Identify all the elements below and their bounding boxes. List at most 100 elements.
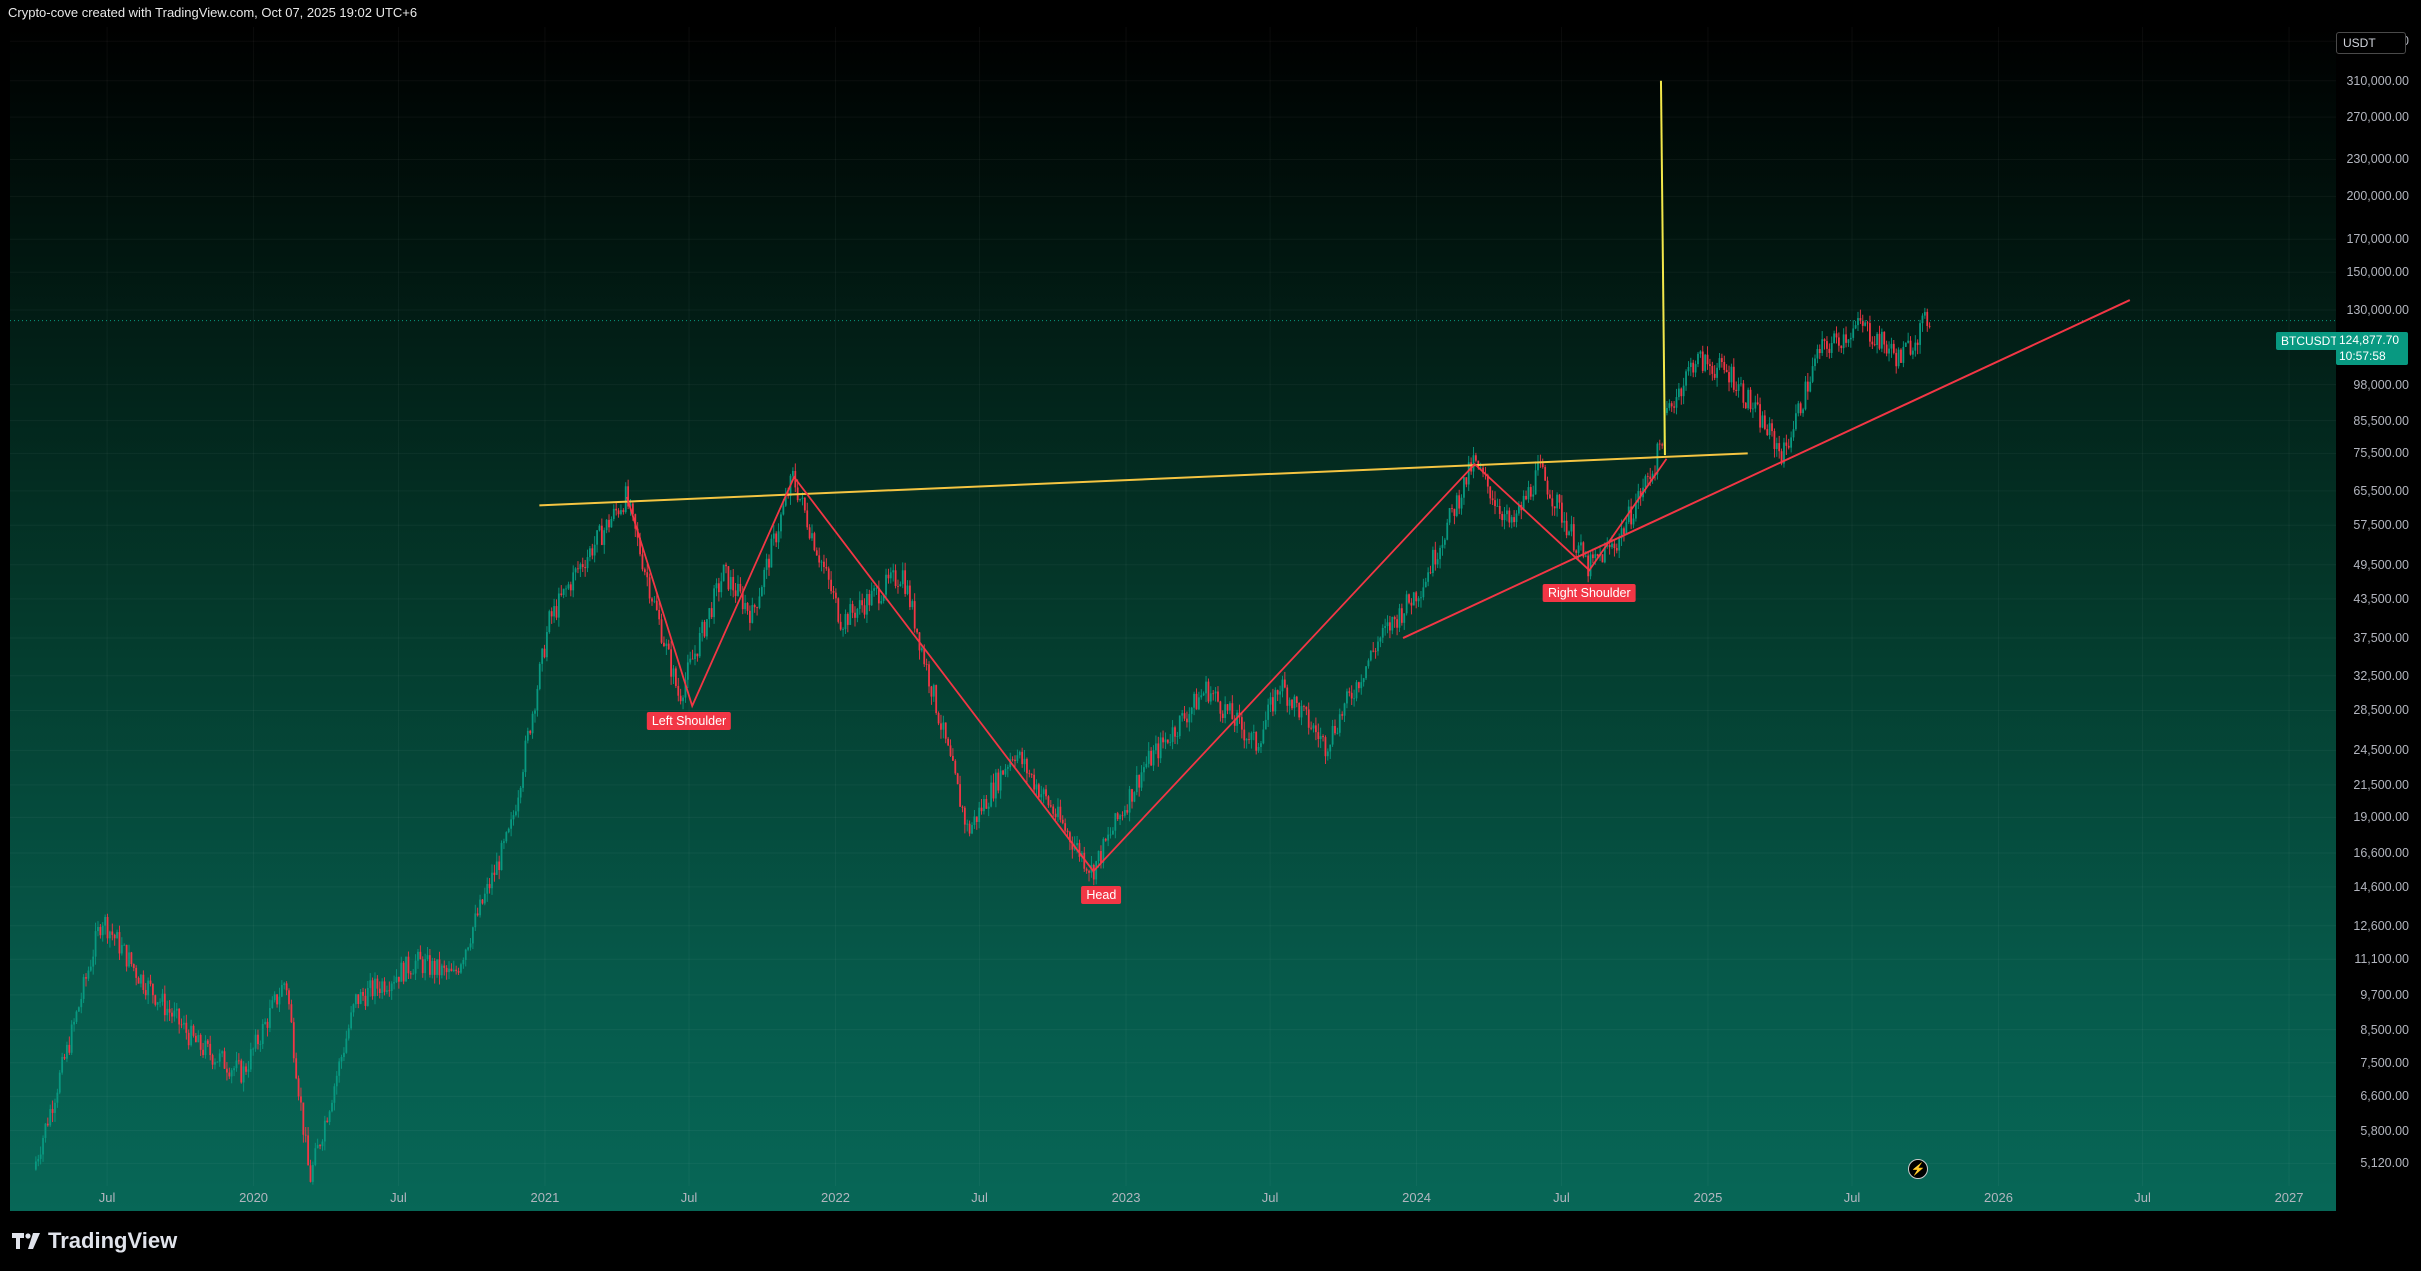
- currency-selector[interactable]: USDT: [2336, 32, 2406, 54]
- pattern-label[interactable]: Left Shoulder: [646, 711, 732, 730]
- candle-body: [56, 1092, 59, 1103]
- candle-body: [118, 932, 121, 954]
- candle-body: [1697, 353, 1699, 365]
- candle-body: [1159, 737, 1162, 759]
- candle-body: [1666, 407, 1668, 413]
- candle-body: [1458, 495, 1461, 509]
- candle-body: [1353, 698, 1356, 700]
- candle-body: [304, 1134, 307, 1136]
- candle-body: [1412, 592, 1415, 606]
- candle-body: [1670, 403, 1673, 407]
- candle-body: [1883, 331, 1886, 345]
- candle-body: [1367, 660, 1370, 667]
- candle-body: [1197, 697, 1200, 710]
- candle-body: [80, 998, 83, 1008]
- price-tick-label: 200,000.00: [2346, 189, 2409, 204]
- candle-body: [1544, 467, 1547, 481]
- candle-body: [1771, 423, 1773, 432]
- candle-body: [1250, 732, 1253, 740]
- candle-body: [326, 1120, 329, 1123]
- candle-body: [1489, 486, 1492, 499]
- pattern-label[interactable]: Head: [1081, 885, 1122, 904]
- candle-body: [123, 944, 126, 946]
- candle-body: [1742, 383, 1745, 403]
- candle-body: [414, 960, 417, 974]
- candle-body: [1226, 704, 1229, 711]
- candle-body: [209, 1043, 212, 1056]
- candle-body: [531, 713, 534, 734]
- candle-body: [1152, 750, 1155, 766]
- candle-body: [944, 722, 947, 739]
- candle-body: [354, 994, 357, 1005]
- candle-body: [73, 1021, 75, 1025]
- candle-body: [679, 695, 682, 702]
- candle-body: [1100, 851, 1102, 863]
- candle-body: [1420, 597, 1422, 599]
- candle-body: [880, 601, 883, 604]
- candle-body: [717, 583, 720, 593]
- tradingview-logo[interactable]: TradingView: [12, 1228, 177, 1254]
- candle-body: [321, 1141, 324, 1147]
- candle-body: [1849, 337, 1852, 340]
- candle-body: [1085, 868, 1088, 871]
- candle-body: [1262, 729, 1265, 744]
- time-tick-label: Jul: [98, 1190, 116, 1205]
- candle-body: [851, 604, 854, 613]
- candle-body: [1186, 718, 1188, 723]
- candle-body: [538, 663, 541, 689]
- candle-body: [216, 1061, 219, 1063]
- candle-body: [562, 588, 565, 595]
- candle-body: [966, 823, 969, 825]
- candle-body: [1281, 679, 1284, 692]
- candle-body: [992, 782, 995, 799]
- price-axis[interactable]: 360,000.00310,000.00270,000.00230,000.00…: [2336, 27, 2421, 1211]
- candle-body: [106, 916, 109, 939]
- chart-plot-area[interactable]: Left Shoulder Head Right Shoulder: [10, 27, 2336, 1211]
- candle-body: [1176, 736, 1179, 737]
- time-tick-label: Jul: [1553, 1190, 1570, 1205]
- candle-body: [230, 1070, 233, 1077]
- candle-body: [343, 1052, 345, 1058]
- candle-body: [1919, 323, 1921, 345]
- candle-body: [646, 572, 649, 578]
- candle-body: [1491, 498, 1494, 501]
- candle-body: [1923, 311, 1926, 316]
- candle-body: [665, 643, 668, 647]
- candle-body: [309, 1165, 312, 1182]
- pattern-label[interactable]: Right Shoulder: [1542, 584, 1636, 603]
- candle-body: [44, 1123, 47, 1138]
- candle-body: [455, 969, 458, 972]
- candle-body: [1143, 767, 1145, 773]
- candle-body: [1474, 455, 1477, 461]
- candle-body: [682, 697, 684, 702]
- candle-body: [140, 974, 142, 984]
- time-tick-label: 2027: [2274, 1190, 2304, 1205]
- candle-body: [1439, 547, 1441, 560]
- lightning-icon[interactable]: ⚡: [1908, 1159, 1928, 1179]
- time-axis[interactable]: Jul 2020 Jul 2021 Jul 2022 Jul 2023 Jul 2024 Jul 20…: [10, 1186, 2336, 1211]
- candle-body: [259, 1044, 262, 1045]
- candle-body: [1381, 627, 1384, 638]
- candle-body: [541, 648, 544, 664]
- candle-body: [1295, 696, 1298, 703]
- candle-body: [1154, 743, 1157, 751]
- candle-body: [777, 531, 780, 543]
- candle-body: [166, 1008, 169, 1016]
- candle-body: [1467, 462, 1470, 485]
- candle-body: [997, 772, 1000, 791]
- chart-caption: Crypto-cove created with TradingView.com…: [8, 5, 418, 20]
- candle-body: [928, 664, 930, 687]
- candle-body: [1668, 403, 1671, 408]
- candle-body: [345, 1038, 348, 1053]
- candle-body: [1802, 409, 1804, 414]
- price-tick-label: 5,800.00: [2360, 1123, 2409, 1138]
- candle-body: [1873, 344, 1876, 346]
- candle-body: [572, 572, 575, 591]
- price-tick-label: 19,000.00: [2353, 810, 2409, 825]
- candle-body: [1830, 343, 1833, 353]
- candle-body: [1245, 739, 1248, 741]
- candle-body: [1864, 322, 1867, 326]
- candle-body: [727, 566, 730, 590]
- price-tick-label: 12,600.00: [2353, 918, 2409, 933]
- candle-body: [1114, 813, 1117, 831]
